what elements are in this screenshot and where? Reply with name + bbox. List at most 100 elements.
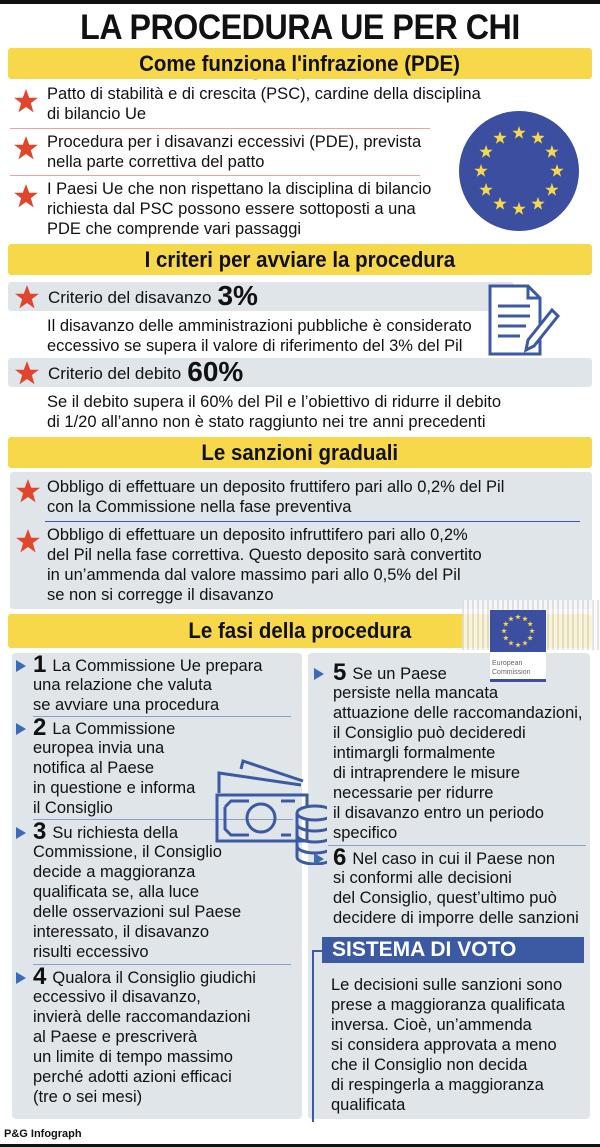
star-icon [15, 285, 39, 309]
text-line: del Consiglio, quest’ultimo può [333, 888, 579, 908]
divider [10, 175, 420, 176]
text-line: intimargli formalmente [333, 743, 583, 763]
step-text: del Consiglio, quest’ultimo può [333, 889, 557, 907]
text-line: del Pil nella fase correttiva. Questo de… [47, 546, 482, 564]
text-line: che il Consiglio non decida [331, 1056, 528, 1074]
text-line: di bilancio Ue [47, 105, 147, 123]
criterion-deficit: Criterio del disavanzo 3% [8, 282, 514, 311]
step-text: (tre o sei mesi) [33, 1088, 143, 1106]
text-line: prese a maggioranza qualificata [331, 996, 565, 1014]
criterion-value: 60% [187, 356, 244, 387]
eu-star-icon [515, 642, 521, 648]
sanction-item: Obbligo di effettuare un deposito frutti… [47, 477, 504, 517]
text-line: Le decisioni sulle sanzioni sono [331, 976, 563, 994]
text-line: Procedura per i disavanzi eccessivi (PDE… [47, 133, 422, 151]
step-6: 6 Nel caso in cui il Paese non si conformi… [333, 846, 579, 928]
step-text: il Consiglio può decideredi [333, 724, 526, 742]
step-text: La Commissione Ue prepara [52, 657, 263, 675]
text-line: decidere di imporre delle sanzioni [333, 908, 579, 928]
text-line: se non si corregge il disavanzo [47, 586, 274, 604]
text-line: inversa. Cioè, un’ammenda [331, 1016, 532, 1034]
step-number: 3 [33, 818, 47, 845]
criterion-value: 3% [217, 280, 258, 311]
text-line: eccessivo se supera il valore di riferim… [47, 337, 463, 355]
text-line: richiesta dal PSC possono essere sottopo… [47, 200, 416, 218]
logo-text: European Commission [492, 660, 531, 676]
step-text: eccessivo il disavanzo, [33, 988, 201, 1006]
text-line: 3 Su richiesta della [33, 820, 241, 844]
text-line: 1 La Commissione Ue prepara [33, 653, 263, 677]
step-text: un limite di tempo massimo [33, 1048, 233, 1066]
step-text: decide a maggioranza [33, 863, 196, 881]
step-text: attuazione delle raccomandazioni, [333, 704, 583, 722]
eu-star-icon [501, 628, 507, 634]
step-text: notifica al Paese [33, 759, 155, 777]
step-text: in questione e informa [33, 779, 196, 797]
text-line: di respingerla a maggioranza [331, 1076, 544, 1094]
text-line: 6 Nel caso in cui il Paese non [333, 846, 579, 870]
step-number: 5 [333, 659, 347, 686]
step-text: europea invia una [33, 739, 165, 757]
triangle-bullet-icon [314, 668, 324, 680]
footer-credit: P&G Infograph [4, 1128, 82, 1140]
text-line: 2 La Commissione [33, 716, 195, 740]
text-line: il Consiglio [33, 798, 195, 818]
text-line: I Paesi Ue che non rispettano la discipl… [47, 180, 432, 198]
text-line: con la Commissione nella fase preventiva [47, 498, 352, 516]
step-3: 3 Su richiesta della Commissione, il Consi… [33, 820, 241, 962]
text-line: Patto di stabilità e di crescita (PSC), … [47, 85, 481, 103]
step-text: Qualora il Consiglio giudichi [52, 969, 256, 987]
criterion-debt: Criterio del debito 60% [8, 358, 592, 387]
sanction-item: Obbligo di effettuare un deposito infrut… [47, 525, 482, 605]
step-text: intimargli formalmente [333, 744, 496, 762]
step-text: necessarie per ridurre [333, 784, 494, 802]
text-line: qualificata [331, 1096, 406, 1114]
eu-star-icon [503, 635, 509, 641]
section-heading: I criteri per avviare la procedura [144, 247, 456, 272]
step-text: Commissione, il Consiglio [33, 843, 222, 861]
eu-star-icon [527, 635, 533, 641]
text-line: il disavanzo entro un periodo [333, 803, 583, 823]
text-line: eccessivo il disavanzo, [33, 987, 256, 1007]
text-line: di intraprendere le misure [333, 763, 583, 783]
triangle-bullet-icon [16, 660, 26, 672]
eu-star-icon [508, 640, 514, 646]
eu-star-icon [529, 628, 535, 634]
text-line: Commissione, il Consiglio [33, 842, 241, 862]
text-line: si considera approvata a meno [331, 1036, 557, 1054]
divider [33, 716, 291, 717]
text-line: di 1/20 all’anno non è stato raggiunto n… [47, 413, 486, 431]
step-text: perché adotti azioni efficaci [33, 1068, 232, 1086]
section-heading: Come funziona l'infrazione (PDE) [139, 51, 461, 76]
eu-star-icon [479, 183, 493, 196]
criterion-text: Il disavanzo delle amministrazioni pubbl… [47, 316, 472, 356]
triangle-bullet-icon [16, 972, 26, 984]
text-line: necessarie per ridurre [333, 783, 583, 803]
star-icon [15, 361, 39, 385]
step-text: Su richiesta della [52, 824, 179, 842]
step-text: interessato, il disavanzo [33, 923, 210, 941]
triangle-bullet-icon [16, 827, 26, 839]
document-pen-icon [488, 284, 561, 356]
step-text: Se un Paese [352, 665, 447, 683]
voting-heading: SISTEMA DI VOTO [322, 937, 584, 963]
steps-column-left [12, 653, 302, 1119]
divider [45, 521, 580, 522]
text-line: specifico [333, 823, 583, 843]
eu-star-icon [493, 131, 507, 144]
star-icon [14, 136, 38, 160]
eu-star-icon [522, 615, 528, 622]
text-line: invierà delle raccomandazioni [33, 1007, 256, 1027]
star-icon [14, 184, 38, 208]
criterion-label: Criterio del disavanzo [48, 288, 212, 307]
step-text: di intraprendere le misure [333, 764, 521, 782]
step-text: se avviare una procedura [33, 696, 220, 714]
text-line: perché adotti azioni efficaci [33, 1067, 256, 1087]
eu-star-icon [527, 621, 533, 627]
step-number: 2 [33, 714, 47, 741]
section-header-criteri: I criteri per avviare la procedura [8, 244, 592, 275]
text-line: europea invia una [33, 738, 195, 758]
text-line: in un’ammenda dal valore massimo pari al… [47, 566, 461, 584]
list-item: Procedura per i disavanzi eccessivi (PDE… [47, 132, 421, 172]
text-line: 5 Se un Paese [333, 661, 583, 685]
